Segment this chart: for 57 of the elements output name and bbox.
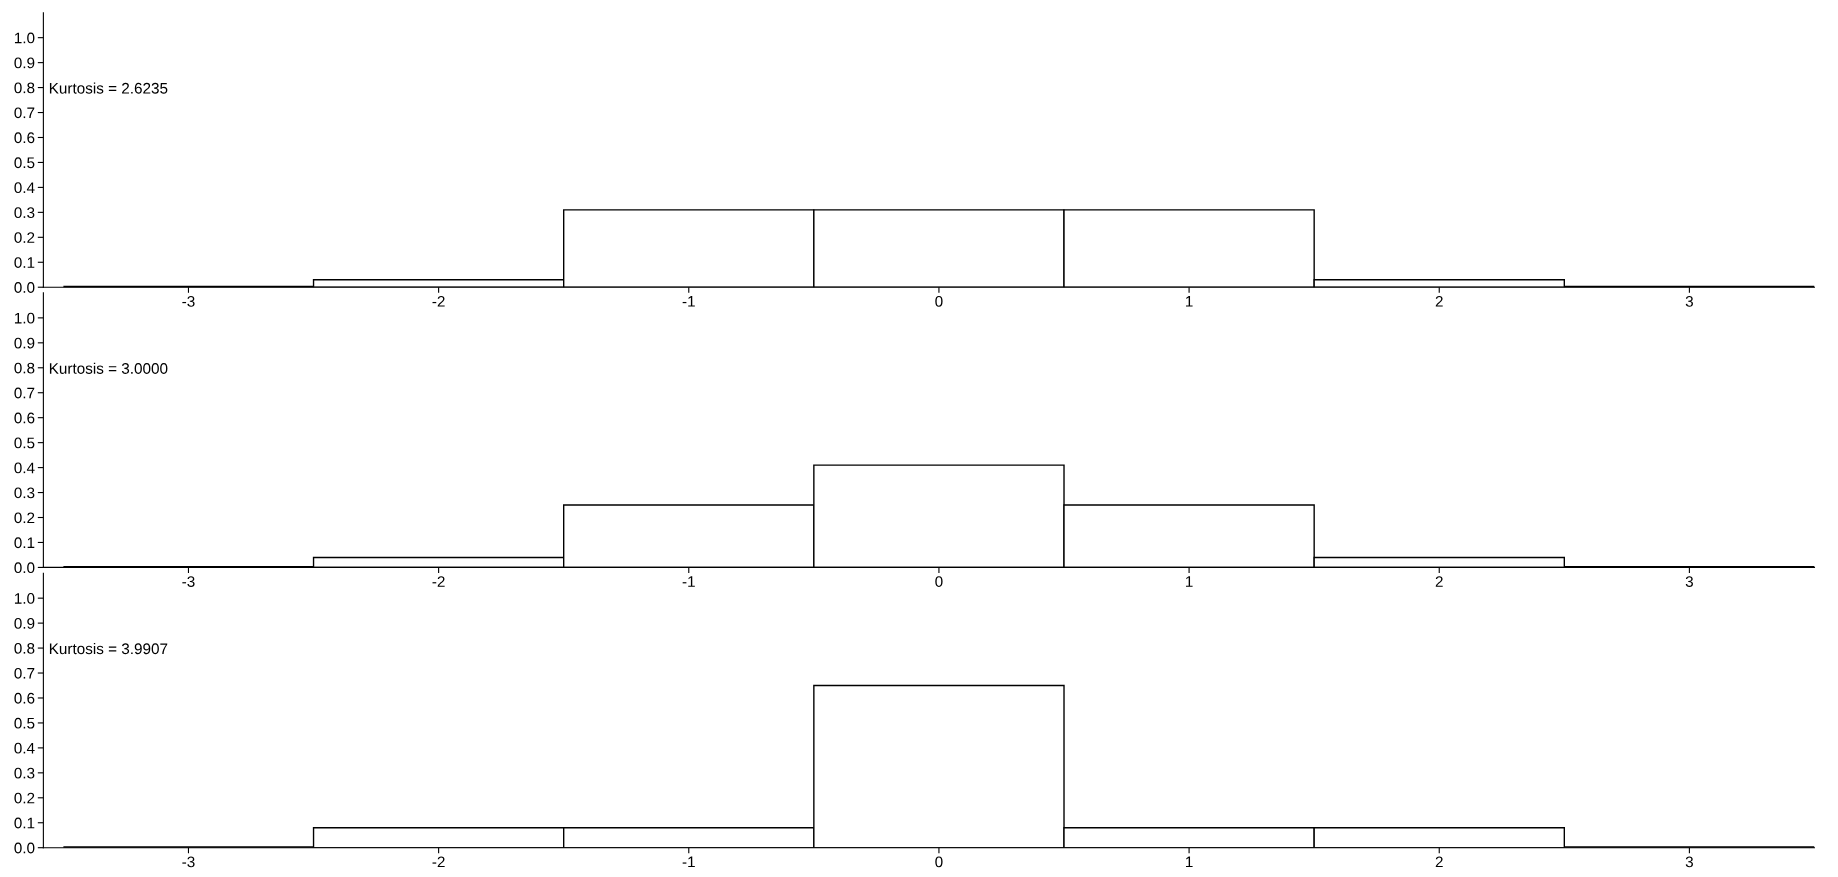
y-tick-label: 0.6 [14, 692, 35, 704]
x-tick-label: -2 [432, 295, 445, 307]
annotation: Kurtosis = 2.6235 [49, 82, 168, 94]
y-tick-label: 1.0 [14, 32, 35, 44]
x-tick-label: 2 [1435, 576, 1443, 587]
x-tick-label: 0 [935, 295, 943, 307]
y-tick-label: 0.3 [14, 207, 35, 219]
x-tick-label: -2 [432, 856, 445, 868]
y-tick-label: 0.8 [14, 82, 35, 94]
x-tick-label: -1 [682, 576, 695, 587]
y-tick-label: 0.1 [14, 537, 35, 549]
y-tick-label: 0.5 [14, 157, 35, 169]
y-tick-label: 0.9 [14, 337, 35, 349]
y-tick-label: 0.9 [14, 57, 35, 69]
x-tick-label: 0 [935, 576, 943, 587]
x-tick-label: -3 [182, 576, 195, 587]
y-tick-label: 0.9 [14, 617, 35, 629]
x-tick-label: -2 [432, 576, 445, 587]
y-tick-label: 0.6 [14, 132, 35, 144]
y-tick-label: 0.0 [14, 282, 35, 293]
y-tick-label: 0.1 [14, 817, 35, 829]
x-tick-label: 0 [935, 856, 943, 868]
y-tick-label: 1.0 [14, 312, 35, 324]
y-tick-label: 0.5 [14, 437, 35, 449]
x-tick-label: 2 [1435, 295, 1443, 307]
x-tick-label: 1 [1186, 856, 1193, 868]
x-tick-label: -3 [182, 856, 195, 868]
y-tick-label: 0.2 [14, 512, 35, 524]
y-tick-label: 0.2 [14, 792, 35, 804]
annotation: Kurtosis = 3.9907 [49, 642, 168, 655]
y-tick-label: 0.7 [14, 387, 35, 399]
x-tick-label: 3 [1685, 295, 1693, 307]
annotation: Kurtosis = 3.0000 [49, 362, 168, 374]
x-tick-label: 1 [1186, 296, 1193, 307]
y-tick-label: 0.2 [14, 232, 35, 243]
y-tick-label: 0.3 [14, 487, 35, 499]
y-tick-label: 1.0 [14, 593, 35, 604]
y-tick-label: 0.8 [14, 362, 35, 374]
x-tick-label: 1 [1186, 576, 1193, 587]
x-tick-label: 3 [1685, 576, 1693, 587]
x-tick-label: 3 [1685, 856, 1693, 868]
y-tick-label: 0.5 [14, 717, 35, 729]
y-tick-label: 0.7 [14, 667, 35, 679]
y-tick-label: 0.7 [14, 107, 35, 119]
y-tick-label: 0.4 [14, 462, 35, 474]
y-tick-label: 0.4 [14, 182, 35, 194]
x-tick-label: 2 [1435, 856, 1443, 868]
y-tick-label: 0.0 [14, 842, 35, 854]
x-tick-label: -1 [682, 296, 695, 307]
y-tick-label: 0.1 [14, 257, 35, 268]
y-tick-label: 0.3 [14, 767, 35, 779]
y-tick-label: 0.4 [14, 742, 35, 754]
y-tick-label: 0.8 [14, 642, 35, 654]
x-tick-label: -3 [182, 295, 195, 307]
x-tick-label: -1 [682, 856, 695, 868]
y-tick-label: 0.0 [14, 562, 35, 574]
y-tick-label: 0.6 [14, 412, 35, 424]
